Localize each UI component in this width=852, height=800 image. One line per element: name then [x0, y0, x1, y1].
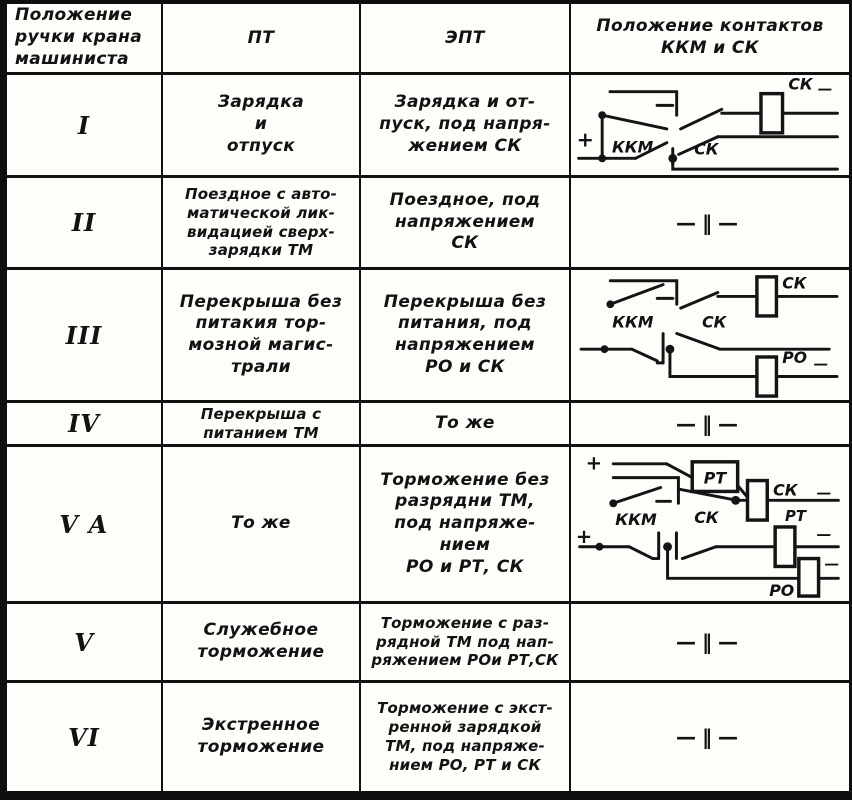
table-row-VA-pt: То же	[163, 447, 361, 604]
table-row-VA-contact-diagram: + РТ ККМ СК СК — РТ — + — РО	[571, 447, 849, 604]
kkm-contact-label: ККМ	[615, 509, 657, 528]
sk-coil-label: СК	[773, 480, 799, 499]
kkm-contact-label: ККМ	[612, 313, 654, 332]
ditto-mark: —‖—	[676, 630, 744, 654]
table-row-VI-contact-ditto: —‖—	[571, 683, 849, 791]
ro-coil-label: РО	[769, 581, 794, 600]
table-row-V-pt: Служебное торможение	[163, 604, 361, 683]
ditto-mark: —‖—	[676, 210, 744, 235]
roman-numeral: VI	[68, 722, 100, 752]
table-row-VI-pt: Экстренное торможение	[163, 683, 361, 791]
header-contacts-label: Положение контактов ККМ и СК	[596, 16, 824, 58]
cell-text: Поездное с авто- матической лик- видацие…	[184, 184, 338, 260]
cell-text: То же	[435, 412, 495, 433]
header-contacts: Положение контактов ККМ и СК	[571, 4, 849, 75]
minus-mark: —	[817, 525, 832, 542]
table-row-V-ept: Торможение с раз- рядной ТМ под нап- ряж…	[361, 604, 571, 683]
table-row-I-ept: Зарядка и от- пуск, под напря- жением СК	[361, 75, 571, 178]
table-row-III-contact-diagram: ККМ СК СК РО —	[571, 270, 849, 403]
ditto-mark: —‖—	[676, 411, 744, 436]
circuit-diagram-position-I: + ККМ СК СК —	[577, 76, 839, 171]
roman-numeral: IV	[68, 409, 100, 438]
table-row-III-position: III	[7, 270, 163, 403]
sk-contact-label: СК	[694, 139, 720, 158]
cell-text: То же	[231, 513, 291, 534]
sk-contact-label: СК	[694, 508, 720, 527]
cell-text: Торможение с раз- рядной ТМ под нап- ряж…	[371, 613, 559, 670]
minus-mark: —	[814, 356, 829, 373]
minus-mark: —	[818, 80, 833, 97]
table-row-IV-contact-ditto: —‖—	[571, 403, 849, 447]
cell-text: Перекрыша без питания, под напряжением Р…	[383, 291, 547, 377]
header-handle-position-label: Положение ручки крана машиниста	[15, 5, 143, 69]
sk-coil-label: СК	[782, 274, 807, 293]
table-row-III-pt: Перекрыша без питакия тор- мозной магис-…	[163, 270, 361, 403]
table-row-II-pt: Поездное с авто- матической лик- видацие…	[163, 178, 361, 270]
sk-coil-label: СК	[788, 76, 814, 94]
table-row-I-position: I	[7, 75, 163, 178]
cell-text: Поездное, под напряжением СК	[389, 189, 541, 254]
table-row-VA-ept: Торможение без разрядни ТМ, под напряже-…	[361, 447, 571, 604]
cell-text: Перекрыша без питакия тор- мозной магис-…	[179, 291, 343, 377]
table-row-II-position: II	[7, 178, 163, 270]
ditto-mark: —‖—	[676, 725, 744, 749]
table-row-IV-position: IV	[7, 403, 163, 447]
ro-coil-label: РО	[782, 348, 807, 367]
cell-text: Экстренное торможение	[197, 715, 325, 757]
roman-numeral: V	[74, 627, 94, 657]
roman-numeral: III	[65, 320, 103, 350]
table-row-V-contact-ditto: —‖—	[571, 604, 849, 683]
table-row-II-ept: Поездное, под напряжением СК	[361, 178, 571, 270]
plus-terminal-label: +	[576, 524, 593, 547]
table-row-VA-position: V А	[7, 447, 163, 604]
cell-text: Служебное торможение	[197, 620, 325, 662]
roman-numeral: V А	[59, 509, 109, 539]
header-ept: ЭПТ	[361, 4, 571, 75]
header-pt: ПТ	[163, 4, 361, 75]
table-row-II-contact-ditto: —‖—	[571, 178, 849, 270]
table-row-I-contact-diagram: + ККМ СК СК —	[571, 75, 849, 178]
rt-coil-label: РТ	[785, 508, 808, 525]
cell-text: Торможение без разрядни ТМ, под напряже-…	[380, 469, 550, 577]
header-pt-label: ПТ	[247, 27, 275, 48]
rt-contact-box-label: РТ	[704, 468, 728, 487]
header-ept-label: ЭПТ	[445, 27, 485, 48]
table-row-V-position: V	[7, 604, 163, 683]
cell-text: Зарядка и от- пуск, под напря- жением СК	[379, 92, 551, 156]
plus-terminal-label: +	[586, 451, 603, 474]
table-row-III-ept: Перекрыша без питания, под напряжением Р…	[361, 270, 571, 403]
minus-mark: —	[817, 484, 832, 501]
table-row-IV-pt: Перекрыша с питанием ТМ	[163, 403, 361, 447]
cell-text: Перекрыша с питанием ТМ	[200, 404, 322, 442]
table-row-VI-position: VI	[7, 683, 163, 791]
table-row-I-pt: Зарядка и отпуск	[163, 75, 361, 178]
brake-valve-positions-table: Положение ручки крана машиниста ПТ ЭПТ П…	[7, 4, 849, 791]
circuit-diagram-position-III: ККМ СК СК РО —	[579, 274, 839, 398]
roman-numeral: II	[71, 208, 97, 237]
circuit-diagram-position-VA: + РТ ККМ СК СК — РТ — + — РО	[576, 451, 840, 600]
kkm-contact-label: ККМ	[612, 137, 654, 156]
roman-numeral: I	[77, 110, 91, 140]
minus-mark: —	[825, 555, 840, 572]
plus-terminal-label: +	[577, 127, 594, 151]
sk-contact-label: СК	[702, 313, 727, 332]
header-handle-position: Положение ручки крана машиниста	[7, 4, 163, 75]
cell-text: Торможение с экст- ренной зарядкой ТМ, п…	[377, 699, 553, 774]
cell-text: Зарядка и отпуск	[217, 92, 305, 156]
table-row-IV-ept: То же	[361, 403, 571, 447]
table-row-VI-ept: Торможение с экст- ренной зарядкой ТМ, п…	[361, 683, 571, 791]
